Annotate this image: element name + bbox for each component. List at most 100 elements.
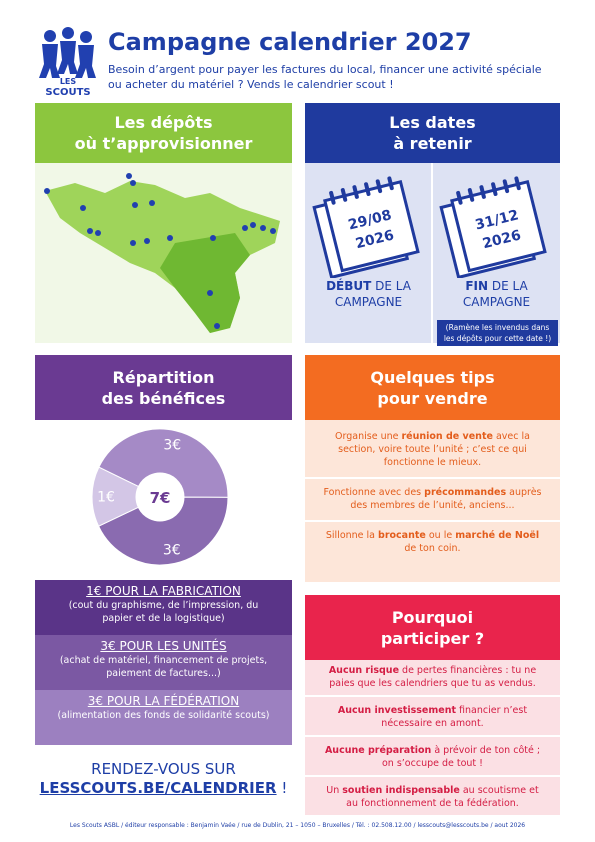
- text-run: Aucun investissement: [337, 705, 457, 716]
- ring: [364, 182, 371, 196]
- donut-label: 3€: [163, 543, 181, 559]
- text-run: Un: [326, 785, 343, 796]
- text-run: ou le: [425, 530, 456, 541]
- list-item: Aucun investissement financier n’est néc…: [305, 695, 560, 735]
- heading: participer ?: [380, 628, 485, 648]
- text-run: Aucun risque: [328, 665, 400, 676]
- text-run: marché de Noël: [455, 530, 540, 541]
- ring: [375, 179, 383, 194]
- text-run: avec la section, voire toute l’unité ; c…: [338, 431, 530, 468]
- text-run: Sillonne la: [325, 530, 379, 541]
- heading: Pourquoi: [391, 607, 474, 627]
- ring: [514, 176, 521, 191]
- dates-header: Les dates à retenir: [305, 103, 560, 163]
- list-item: Organise une réunion de vente avec la se…: [305, 430, 560, 477]
- note: (Ramène les invendus dans les dépôts pou…: [437, 320, 558, 346]
- tips-body: Organise une réunion de vente avec la se…: [305, 420, 560, 582]
- benefit-text: (alimentation des fonds de solidarité sc…: [57, 710, 270, 721]
- text-run: FIN: [465, 279, 489, 293]
- start-label: DÉBUT DE LA CAMPAGNE: [305, 278, 432, 310]
- cta-link-line: LESSCOUTS.BE/CALENDRIER !: [35, 779, 292, 797]
- page: [450, 180, 547, 273]
- text-run: brocante: [378, 530, 426, 541]
- cta-link[interactable]: LESSCOUTS.BE/CALENDRIER: [39, 779, 277, 797]
- divider: [431, 163, 433, 343]
- heading: des bénéfices: [101, 388, 226, 408]
- benefit-title: 3€ POUR LES UNITÉS: [100, 639, 227, 653]
- donut-segment: [97, 496, 229, 566]
- ring: [329, 190, 336, 205]
- ring: [491, 182, 498, 196]
- text-run: DE LA CAMPAGNE: [334, 279, 411, 309]
- end-label: FIN DE LA CAMPAGNE: [433, 278, 560, 310]
- text-run: à prévoir de ton côté ; on s’occupe de t…: [381, 745, 541, 769]
- cta-end: !: [276, 779, 288, 797]
- text-run: DÉBUT: [326, 279, 372, 293]
- list-item: Fonctionne avec des précommandes auprès …: [305, 477, 560, 520]
- benefit-item: 3€ POUR LA FÉDÉRATION (alimentation des f…: [35, 690, 292, 745]
- donut-segment: [91, 466, 140, 527]
- benefit-item: 1€ POUR LA FABRICATION (cout du graphisme…: [35, 580, 292, 635]
- ring: [340, 188, 348, 202]
- text-run: de pertes financières : tu ne paies que …: [329, 665, 537, 689]
- list-item: Sillonne la brocante ou le marché de Noë…: [305, 520, 560, 563]
- heading: où t’approvisionner: [74, 134, 253, 153]
- text-run: au scoutisme et au fonctionnement de ta …: [346, 785, 539, 809]
- subtitle: Besoin d’argent pour payer les factures …: [108, 63, 542, 91]
- text-run: de ton coin.: [404, 543, 461, 554]
- text-run: DE LA CAMPAGNE: [462, 279, 531, 309]
- heading: Répartition: [112, 367, 215, 387]
- donut-label: 1€: [97, 490, 115, 506]
- footer: Les Scouts ASBL / éditeur responsable : …: [69, 822, 526, 829]
- donut-segment: [98, 428, 229, 498]
- text-run: réunion de vente: [401, 431, 493, 442]
- why-body: Aucun risque de pertes financières : tu …: [305, 660, 560, 815]
- ring: [352, 185, 359, 199]
- page: [323, 180, 420, 273]
- benefit-text: (achat de matériel, financement de proje…: [59, 655, 268, 679]
- title: Campagne calendrier 2027: [108, 28, 472, 56]
- text-run: Aucune préparation: [324, 745, 432, 756]
- why-header: Pourquoi participer ?: [305, 595, 560, 660]
- ring: [467, 188, 475, 202]
- cta-line: RENDEZ-VOUS SUR: [91, 760, 236, 778]
- logo-text: LES: [60, 77, 77, 86]
- ring: [479, 185, 486, 199]
- list-item: Un soutien indispensable au scoutisme et…: [305, 775, 560, 815]
- benefit-title: 1€ POUR LA FABRICATION: [86, 584, 241, 598]
- heading: Les dépôts: [114, 113, 213, 132]
- logo: LES SCOUTS: [39, 27, 96, 98]
- heading: Quelques tips: [370, 367, 495, 387]
- ring: [456, 190, 463, 205]
- text-run: Organise une: [335, 431, 402, 442]
- heading: Les dates: [389, 113, 476, 132]
- list-item: Aucune préparation à prévoir de ton côté…: [305, 735, 560, 775]
- text-run: soutien indispensable: [342, 785, 460, 796]
- text-run: financier n’est nécessaire en amont.: [381, 705, 528, 729]
- ring: [387, 176, 394, 191]
- text-run: Fonctionne avec des: [323, 487, 425, 498]
- text-run: précommandes: [424, 487, 507, 498]
- depots-header: Les dépôts où t’approvisionner: [35, 103, 292, 163]
- donut-total: 7€: [150, 489, 171, 507]
- benefit-item: 3€ POUR LES UNITÉS (achat de matériel, fi…: [35, 635, 292, 690]
- ring: [502, 179, 510, 194]
- logo-text: SCOUTS: [45, 87, 90, 98]
- list-item: Aucun risque de pertes financières : tu …: [305, 664, 560, 695]
- donut: 3€ 3€ 1€ 7€: [91, 428, 229, 566]
- tips-header: Quelques tips pour vendre: [305, 355, 560, 420]
- text-run: auprès des membres de l’unité, anciens..…: [350, 487, 542, 511]
- donut-center: [138, 475, 182, 519]
- donut-label: 3€: [163, 437, 181, 453]
- heading: pour vendre: [377, 388, 488, 408]
- benefit-text: (cout du graphisme, de l’impression, du …: [68, 600, 259, 624]
- benefits-header: Répartition des bénéfices: [35, 355, 292, 420]
- benefit-title: 3€ POUR LA FÉDÉRATION: [87, 694, 240, 708]
- map: [35, 163, 292, 343]
- heading: à retenir: [393, 134, 472, 153]
